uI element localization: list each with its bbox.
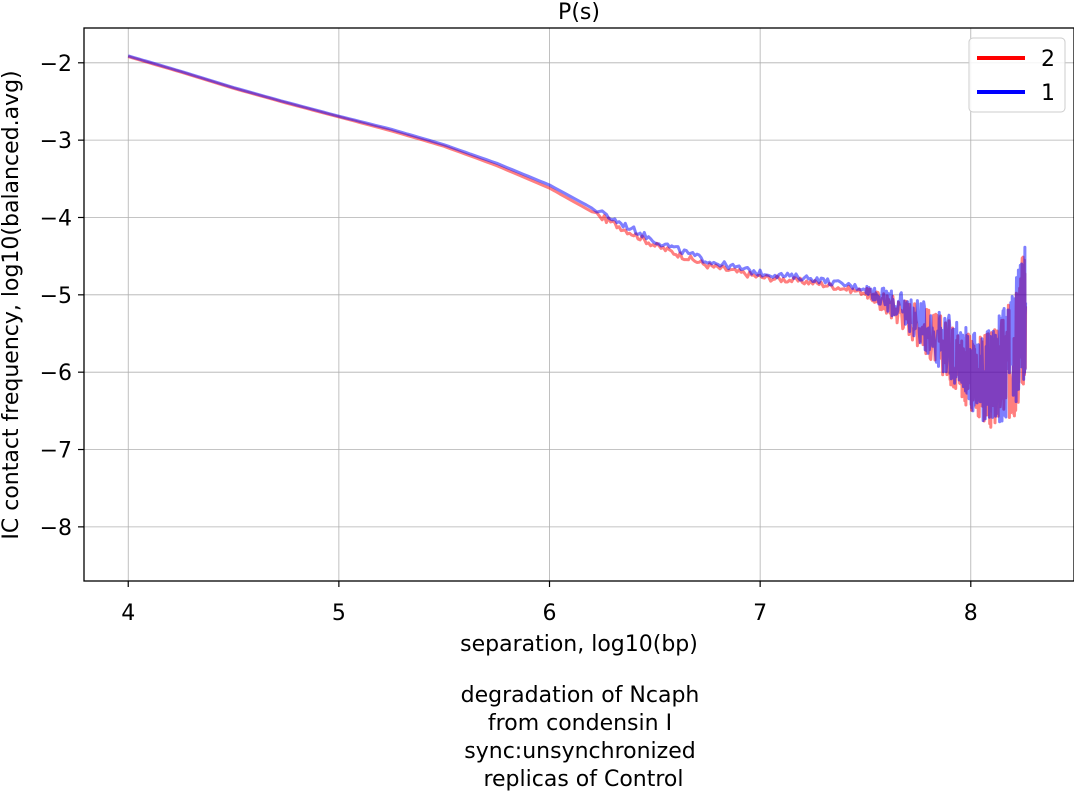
x-tick-label: 7 [753,601,767,626]
x-tick-label: 5 [332,601,346,626]
caption-line: sync:unsynchronized [464,739,696,764]
grid-lines [84,28,1074,581]
x-axis-label: separation, log10(bp) [460,632,698,657]
x-tick-label: 6 [543,601,557,626]
x-axis: 4 5 6 7 8 [121,581,978,626]
chart-caption: degradation of Ncaph from condensin I sy… [0,682,1074,794]
series-line-2 [127,55,1028,429]
legend-label-1: 1 [1041,81,1055,106]
caption-line: replicas of Control [476,767,684,792]
y-tick-label: −5 [40,284,72,309]
x-tick-label: 4 [121,601,135,626]
plot-frame [83,27,1074,582]
chart-title: P(s) [558,0,600,25]
y-tick-label: −7 [40,439,72,464]
y-tick-label: −2 [40,52,72,77]
y-tick-label: −3 [40,129,72,154]
series-line-1 [127,54,1028,424]
y-tick-label: −8 [40,516,72,541]
y-tick-label: −4 [40,206,72,231]
caption-line: from condensin I [487,711,673,736]
legend-label-2: 2 [1041,47,1055,72]
caption-line: degradation of Ncaph [460,683,700,708]
legend: 21 [968,37,1066,113]
y-axis-label: IC contact frequency, log10(balanced.avg… [0,70,24,539]
x-tick-label: 8 [964,601,978,626]
y-axis: −2 −3 −4 −5 −6 −7 −8 [40,52,84,541]
series-layer [127,54,1028,429]
y-tick-label: −6 [40,361,72,386]
